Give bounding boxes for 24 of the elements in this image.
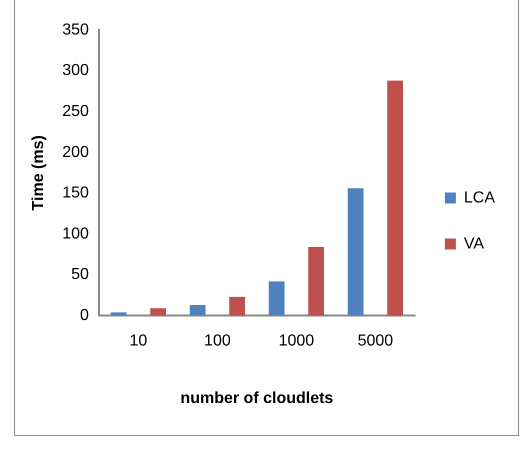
y-tick-label: 250 bbox=[62, 103, 89, 120]
x-tick-label: 5000 bbox=[358, 332, 394, 350]
bar bbox=[229, 296, 246, 316]
x-axis-title: number of cloudlets bbox=[180, 390, 334, 407]
y-tick-label: 0 bbox=[80, 307, 89, 324]
x-tick-label: 1000 bbox=[278, 332, 314, 350]
y-tick-label: 350 bbox=[62, 21, 89, 38]
bar bbox=[110, 312, 127, 316]
legend-label: LCA bbox=[464, 189, 496, 206]
bar bbox=[387, 80, 404, 316]
y-tick-label: 150 bbox=[62, 184, 89, 202]
bar bbox=[308, 247, 324, 316]
y-axis-title: Time (ms) bbox=[30, 135, 48, 210]
bar bbox=[150, 308, 166, 316]
x-tick-label: 10 bbox=[129, 332, 148, 350]
bar bbox=[348, 188, 364, 316]
x-tick-label: 100 bbox=[204, 332, 231, 350]
y-tick-label: 300 bbox=[62, 62, 89, 80]
y-tick-label: 50 bbox=[71, 266, 89, 284]
y-tick-label: 100 bbox=[62, 225, 89, 242]
bar bbox=[268, 281, 285, 316]
legend-label: VA bbox=[464, 235, 484, 252]
y-tick-label: 200 bbox=[62, 144, 89, 161]
bar bbox=[190, 304, 206, 316]
